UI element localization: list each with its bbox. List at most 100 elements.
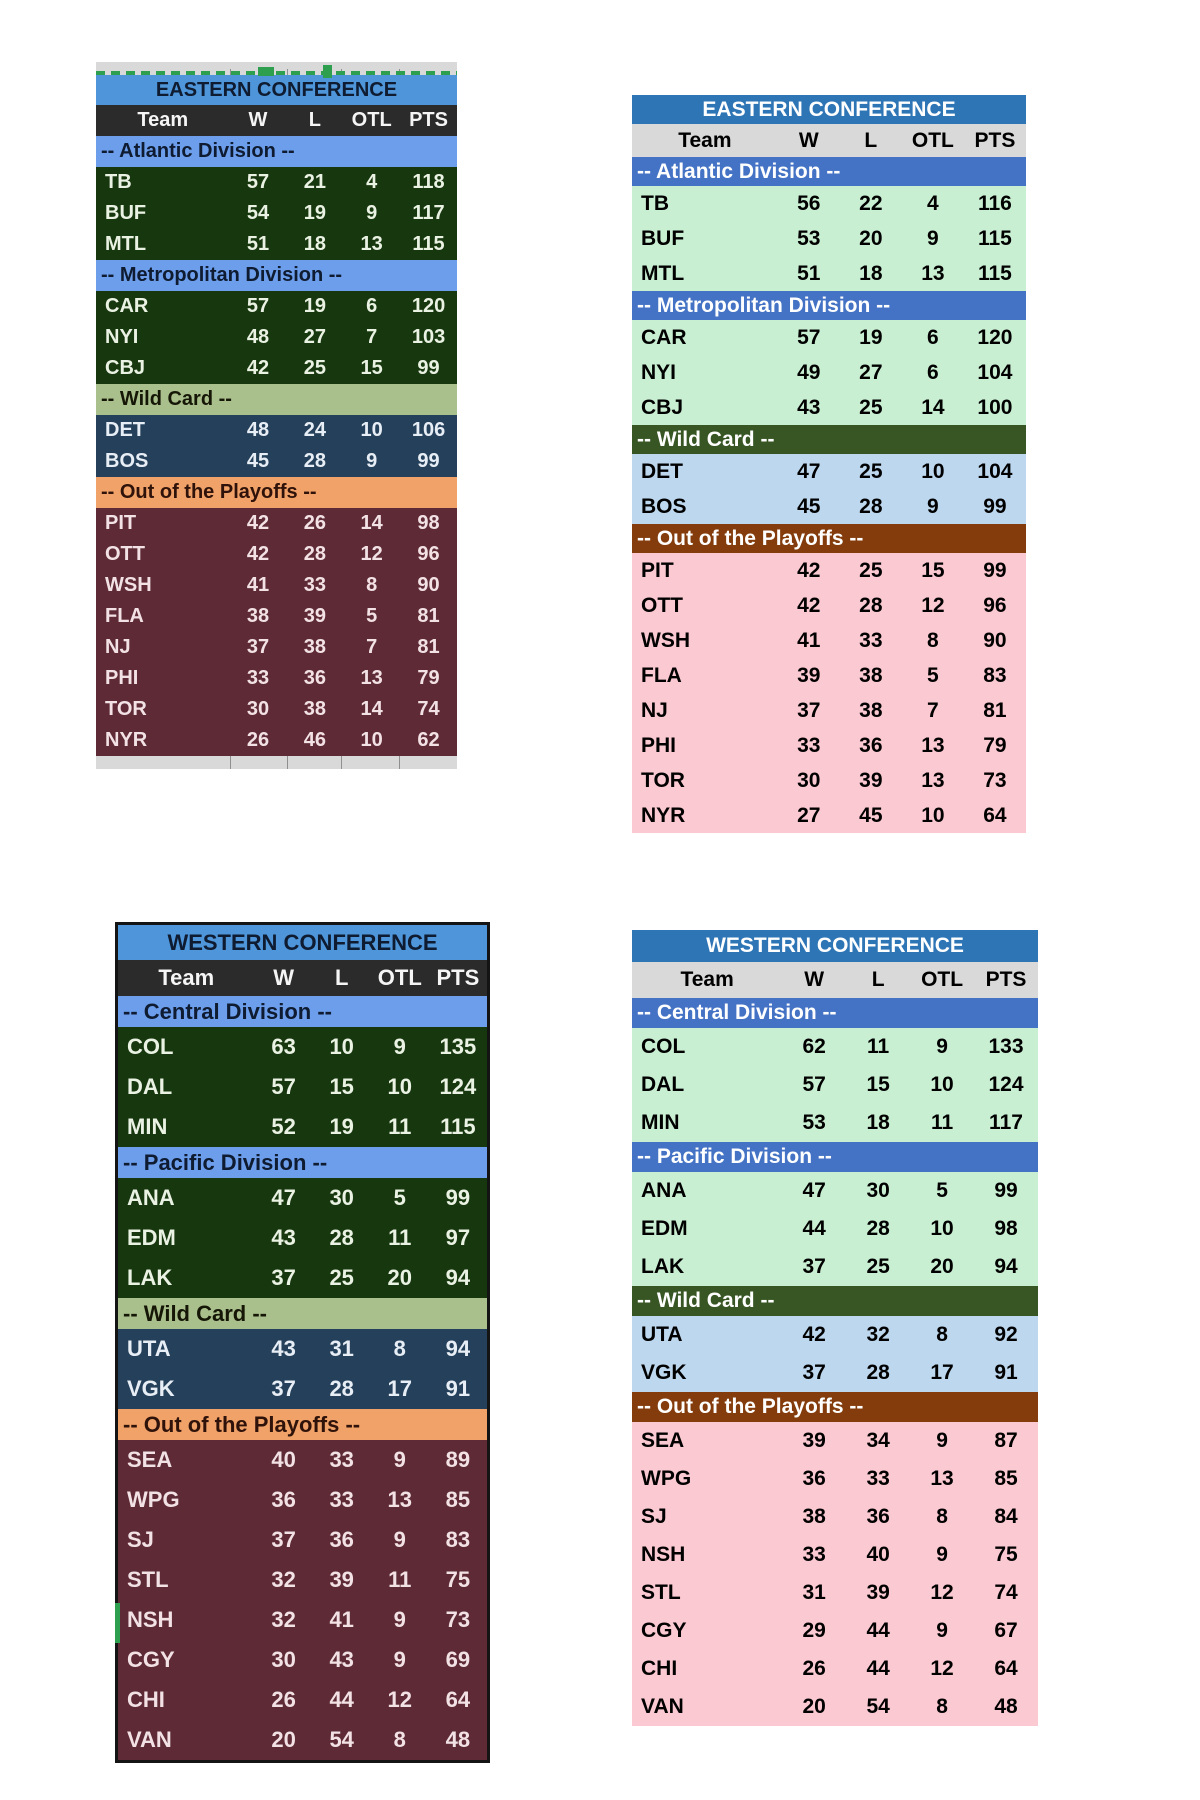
stat-cell-l[interactable]: 41 [329, 1607, 354, 1632]
stat-cell-pts[interactable]: 99 [445, 1185, 471, 1210]
stat-cell-w[interactable]: 57 [246, 295, 270, 317]
stat-cell-pts[interactable]: 79 [417, 667, 440, 689]
stat-cell-w[interactable]: 43 [271, 1225, 296, 1250]
stat-cell-otl[interactable]: 17 [930, 1361, 954, 1384]
stat-cell-l[interactable]: 25 [859, 459, 883, 483]
stat-cell-w[interactable]: 29 [802, 1619, 826, 1642]
column-header-l[interactable]: L [871, 968, 885, 991]
column-header-otl[interactable]: OTL [377, 965, 422, 990]
stat-cell-pts[interactable]: 99 [417, 357, 440, 379]
team-abbr-cell[interactable]: EDM [641, 1217, 688, 1240]
team-abbr-cell[interactable]: TB [105, 171, 132, 193]
stat-cell-pts[interactable]: 104 [977, 360, 1013, 384]
stat-cell-l[interactable]: 39 [303, 605, 326, 627]
stat-cell-otl[interactable]: 15 [921, 558, 945, 582]
stat-cell-w[interactable]: 45 [797, 494, 821, 518]
section-header-row[interactable]: -- Metropolitan Division -- [96, 260, 457, 291]
stat-cell-otl[interactable]: 12 [360, 543, 383, 565]
team-abbr-cell[interactable]: SJ [641, 1505, 667, 1528]
stat-cell-pts[interactable]: 124 [439, 1074, 477, 1099]
stat-cell-w[interactable]: 37 [802, 1361, 826, 1384]
stat-cell-w[interactable]: 42 [246, 357, 270, 379]
team-abbr-cell[interactable]: OTT [105, 543, 145, 565]
stat-cell-w[interactable]: 39 [802, 1429, 826, 1452]
stat-cell-pts[interactable]: 117 [989, 1111, 1023, 1134]
stat-cell-l[interactable]: 38 [303, 698, 326, 720]
stat-cell-w[interactable]: 37 [271, 1265, 296, 1290]
stat-cell-w[interactable]: 37 [797, 698, 821, 722]
stat-cell-w[interactable]: 30 [271, 1647, 296, 1672]
stat-cell-l[interactable]: 28 [329, 1376, 354, 1401]
stat-cell-pts[interactable]: 83 [445, 1527, 471, 1552]
team-abbr-cell[interactable]: PHI [105, 667, 139, 689]
stat-cell-w[interactable]: 42 [802, 1323, 826, 1346]
stat-cell-l[interactable]: 28 [866, 1361, 890, 1384]
stat-cell-otl[interactable]: 10 [930, 1073, 954, 1096]
stat-cell-otl[interactable]: 9 [927, 226, 939, 250]
stat-cell-pts[interactable]: 81 [417, 605, 440, 627]
team-abbr-cell[interactable]: TOR [105, 698, 147, 720]
stat-cell-pts[interactable]: 91 [994, 1361, 1018, 1384]
stat-cell-otl[interactable]: 7 [927, 698, 939, 722]
stat-cell-w[interactable]: 47 [802, 1179, 826, 1202]
stat-cell-l[interactable]: 19 [303, 202, 326, 224]
stat-cell-l[interactable]: 38 [859, 698, 883, 722]
stat-cell-otl[interactable]: 4 [927, 191, 939, 215]
stat-cell-pts[interactable]: 90 [417, 574, 440, 596]
team-abbr-cell[interactable]: UTA [127, 1336, 171, 1361]
stat-cell-w[interactable]: 51 [246, 233, 270, 255]
stat-cell-pts[interactable]: 94 [994, 1255, 1018, 1278]
team-abbr-cell[interactable]: NSH [641, 1543, 686, 1566]
section-header-row[interactable]: -- Metropolitan Division -- [632, 291, 1026, 320]
stat-cell-l[interactable]: 39 [866, 1581, 890, 1604]
stat-cell-pts[interactable]: 79 [983, 733, 1007, 757]
stat-cell-l[interactable]: 11 [867, 1035, 890, 1058]
stat-cell-pts[interactable]: 90 [983, 628, 1007, 652]
stat-cell-l[interactable]: 28 [303, 543, 326, 565]
stat-cell-l[interactable]: 40 [866, 1543, 890, 1566]
stat-cell-pts[interactable]: 89 [445, 1447, 471, 1472]
stat-cell-l[interactable]: 44 [866, 1619, 890, 1642]
column-header-otl[interactable]: OTL [351, 109, 392, 131]
stat-cell-l[interactable]: 33 [329, 1447, 354, 1472]
stat-cell-w[interactable]: 52 [271, 1114, 296, 1139]
stat-cell-l[interactable]: 15 [866, 1073, 890, 1096]
stat-cell-l[interactable]: 19 [329, 1114, 354, 1139]
team-abbr-cell[interactable]: NYR [105, 729, 148, 751]
stat-cell-w[interactable]: 57 [246, 171, 270, 193]
stat-cell-otl[interactable]: 6 [927, 325, 939, 349]
stat-cell-otl[interactable]: 8 [927, 628, 939, 652]
stat-cell-otl[interactable]: 10 [921, 459, 945, 483]
stat-cell-l[interactable]: 36 [303, 667, 326, 689]
team-abbr-cell[interactable]: STL [127, 1567, 169, 1592]
section-header-row[interactable]: -- Atlantic Division -- [96, 136, 457, 167]
stat-cell-w[interactable]: 26 [271, 1687, 296, 1712]
stat-cell-l[interactable]: 36 [329, 1527, 354, 1552]
stat-cell-otl[interactable]: 6 [927, 360, 939, 384]
section-header-row[interactable]: -- Central Division -- [118, 996, 487, 1027]
stat-cell-w[interactable]: 45 [246, 450, 270, 472]
team-abbr-cell[interactable]: CGY [641, 1619, 687, 1642]
team-abbr-cell[interactable]: DET [105, 419, 145, 441]
team-abbr-cell[interactable]: STL [641, 1581, 681, 1604]
stat-cell-pts[interactable]: 99 [983, 558, 1007, 582]
stat-cell-pts[interactable]: 100 [977, 395, 1013, 419]
stat-cell-otl[interactable]: 9 [393, 1447, 406, 1472]
stat-cell-otl[interactable]: 8 [393, 1336, 406, 1361]
team-abbr-cell[interactable]: FLA [105, 605, 144, 627]
stat-cell-w[interactable]: 42 [246, 543, 270, 565]
stat-cell-w[interactable]: 37 [271, 1376, 296, 1401]
stat-cell-otl[interactable]: 9 [366, 450, 378, 472]
stat-cell-w[interactable]: 38 [802, 1505, 826, 1528]
stat-cell-l[interactable]: 33 [303, 574, 326, 596]
stat-cell-pts[interactable]: 62 [417, 729, 440, 751]
stat-cell-l[interactable]: 46 [303, 729, 326, 751]
stat-cell-pts[interactable]: 81 [983, 698, 1007, 722]
team-abbr-cell[interactable]: TB [641, 191, 669, 215]
team-abbr-cell[interactable]: CAR [105, 295, 149, 317]
stat-cell-pts[interactable]: 124 [988, 1073, 1024, 1096]
stat-cell-l[interactable]: 39 [329, 1567, 354, 1592]
stat-cell-w[interactable]: 30 [246, 698, 270, 720]
team-abbr-cell[interactable]: NJ [641, 698, 668, 722]
stat-cell-otl[interactable]: 9 [393, 1607, 406, 1632]
